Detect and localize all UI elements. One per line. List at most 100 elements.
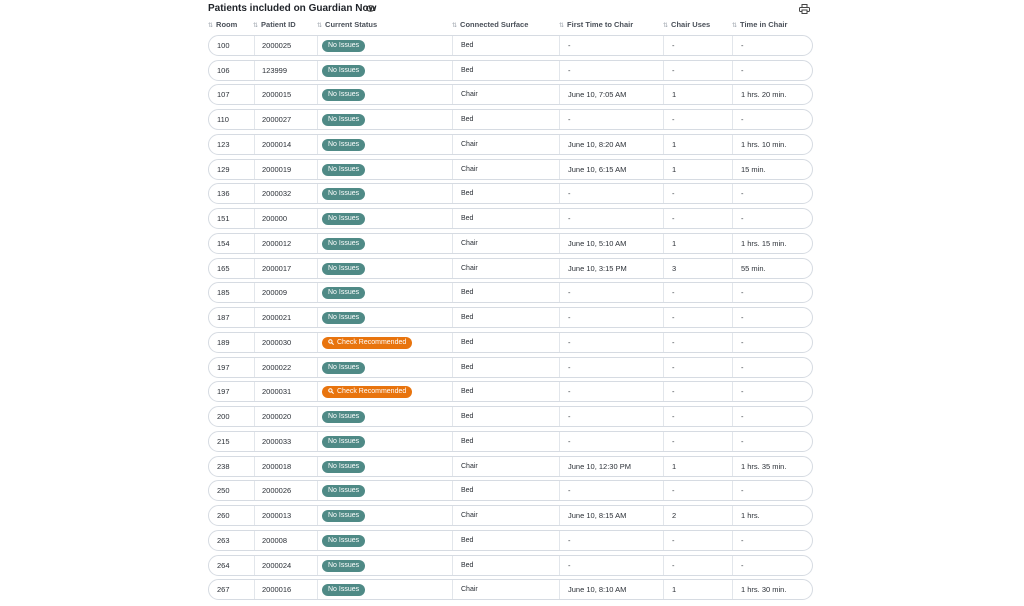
cell-divider: [254, 258, 255, 278]
table-cell: -: [568, 362, 571, 372]
table-row[interactable]: 215 2000033 No Issues Bed - - -: [208, 430, 813, 452]
table-cell: 1: [672, 90, 677, 100]
sort-icon[interactable]: ⇅: [208, 23, 214, 29]
column-header[interactable]: ⇅ Time in Chair: [732, 20, 787, 29]
cell-divider: [317, 60, 318, 80]
status-text: No Issues: [328, 66, 360, 74]
table-cell: -: [741, 560, 744, 570]
table-cell: Bed: [461, 42, 474, 49]
table-row[interactable]: 185 200009 No Issues Bed - - -: [208, 282, 813, 304]
table-row[interactable]: 110 2000027 No Issues Bed - - -: [208, 109, 813, 131]
table-row[interactable]: 250 2000026 No Issues Bed - - -: [208, 480, 813, 502]
cell-divider: [317, 308, 318, 328]
column-label: Chair Uses: [671, 20, 711, 29]
cell-divider: [254, 184, 255, 204]
table-row[interactable]: 154 2000012 No Issues Chair June 10, 5:10 AM…: [208, 232, 813, 254]
table-row[interactable]: 123 2000014 No Issues Chair June 10, 8:20 AM…: [208, 133, 813, 155]
table-cell: 2000017: [262, 263, 292, 273]
table-row[interactable]: 165 2000017 No Issues Chair June 10, 3:15 PM…: [208, 257, 813, 279]
column-header[interactable]: ⇅ Current Status: [317, 20, 377, 29]
cell-divider: [559, 184, 560, 204]
cell-divider: [254, 283, 255, 303]
cell-divider: [254, 110, 255, 130]
table-row[interactable]: 264 2000024 No Issues Bed - - -: [208, 554, 813, 576]
table-cell: -: [741, 362, 744, 372]
cell-divider: [317, 184, 318, 204]
table-cell: Chair: [461, 165, 478, 173]
cell-divider: [559, 530, 560, 550]
table-row[interactable]: 189 2000030 Check Recommended Bed - - -: [208, 331, 813, 353]
column-header[interactable]: ⇅ Connected Surface: [452, 20, 528, 29]
cell-divider: [254, 233, 255, 253]
table-cell: 267: [217, 585, 230, 595]
status-badge: No Issues: [322, 40, 366, 52]
sort-icon[interactable]: ⇅: [559, 23, 565, 29]
cell-divider: [452, 308, 453, 328]
column-label: Patient ID: [261, 20, 296, 29]
cell-divider: [317, 382, 318, 402]
print-button[interactable]: [799, 4, 810, 14]
column-header[interactable]: ⇅ First Time to Chair: [559, 20, 633, 29]
table-row[interactable]: 260 2000013 No Issues Chair June 10, 8:15 AM…: [208, 505, 813, 527]
table-cell: Bed: [461, 314, 474, 322]
cell-divider: [663, 506, 664, 526]
sort-icon[interactable]: ⇅: [317, 23, 323, 29]
table-cell: -: [568, 115, 571, 125]
sort-icon[interactable]: ⇅: [732, 23, 738, 29]
cell-divider: [317, 36, 318, 55]
column-header[interactable]: ⇅ Patient ID: [253, 20, 296, 29]
status-text: No Issues: [328, 536, 360, 544]
status-text: No Issues: [328, 190, 360, 198]
cell-divider: [452, 456, 453, 476]
table-cell: 197: [217, 362, 230, 372]
table-row[interactable]: 197 2000022 No Issues Bed - - -: [208, 356, 813, 378]
table-cell: -: [741, 288, 744, 298]
table-cell: -: [568, 65, 571, 75]
cell-divider: [317, 134, 318, 154]
table-row[interactable]: 107 2000015 No Issues Chair June 10, 7:05 AM…: [208, 84, 813, 106]
table-cell: Bed: [461, 388, 474, 396]
table-cell: 107: [217, 90, 230, 100]
table-cell: Bed: [461, 289, 474, 297]
table-cell: 106: [217, 65, 230, 75]
cell-divider: [254, 506, 255, 526]
table-cell: Chair: [461, 239, 478, 247]
table-cell: 1 hrs.: [741, 511, 760, 521]
cell-divider: [732, 233, 733, 253]
cell-divider: [559, 308, 560, 328]
cell-divider: [559, 159, 560, 179]
cell-divider: [732, 134, 733, 154]
column-header[interactable]: ⇅ Chair Uses: [663, 20, 710, 29]
table-cell: Chair: [461, 91, 478, 99]
sort-icon[interactable]: ⇅: [663, 23, 669, 29]
sort-icon[interactable]: ⇅: [253, 23, 259, 29]
table-row[interactable]: 106 123999 No Issues Bed - - -: [208, 59, 813, 81]
table-cell: -: [741, 65, 744, 75]
table-cell: 187: [217, 313, 230, 323]
cell-divider: [732, 110, 733, 130]
table-row[interactable]: 238 2000018 No Issues Chair June 10, 12:30 P…: [208, 455, 813, 477]
cell-divider: [663, 233, 664, 253]
table-cell: -: [741, 412, 744, 422]
table-row[interactable]: 100 2000025 No Issues Bed - - -: [208, 35, 813, 56]
table-row[interactable]: 136 2000032 No Issues Bed - - -: [208, 183, 813, 205]
table-row[interactable]: 263 200008 No Issues Bed - - -: [208, 529, 813, 551]
table-cell: 110: [217, 115, 229, 125]
status-badge: No Issues: [322, 163, 366, 176]
table-row[interactable]: 151 200000 No Issues Bed - - -: [208, 208, 813, 230]
table-row[interactable]: 187 2000021 No Issues Bed - - -: [208, 307, 813, 329]
status-text: No Issues: [328, 487, 360, 495]
table-row[interactable]: 267 2000016 No Issues Chair June 10, 8:10 AM…: [208, 579, 813, 601]
column-header[interactable]: ⇅ Room: [208, 20, 237, 29]
cell-divider: [254, 308, 255, 328]
cell-divider: [254, 134, 255, 154]
table-row[interactable]: 129 2000019 No Issues Chair June 10, 6:15 AM…: [208, 158, 813, 180]
table-row[interactable]: 200 2000020 No Issues Bed - - -: [208, 406, 813, 428]
search-icon: [328, 388, 334, 395]
visibility-icon[interactable]: [366, 5, 375, 12]
sort-icon[interactable]: ⇅: [452, 23, 458, 29]
table-cell: 1: [672, 461, 677, 471]
table-cell: -: [672, 486, 675, 496]
table-row[interactable]: 197 2000031 Check Recommended Bed - - -: [208, 381, 813, 403]
cell-divider: [254, 431, 255, 451]
